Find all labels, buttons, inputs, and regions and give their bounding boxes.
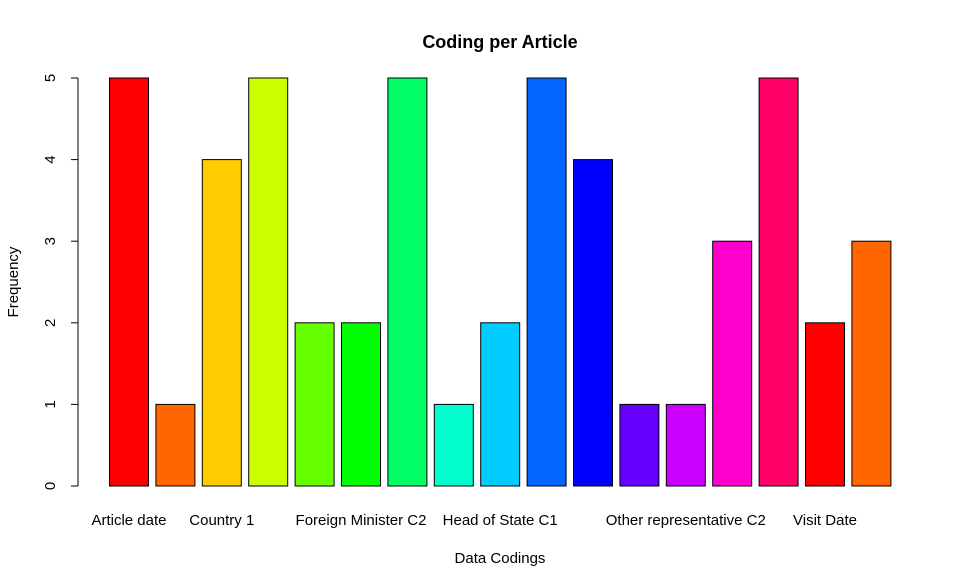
bar — [573, 159, 613, 487]
y-tick-label: 2 — [42, 319, 59, 327]
bar — [109, 77, 149, 487]
bar — [758, 77, 799, 487]
bar — [665, 403, 706, 487]
x-tick-label: Other representative C2 — [606, 512, 766, 529]
y-tick-label: 3 — [42, 237, 59, 245]
bar — [805, 322, 845, 487]
x-tick-label: Visit Date — [793, 512, 857, 529]
chart-title: Coding per Article — [422, 32, 577, 52]
y-tick-label: 4 — [42, 155, 59, 163]
y-tick-label: 5 — [42, 74, 59, 82]
bar — [526, 77, 567, 487]
bar — [480, 322, 521, 487]
bar — [712, 240, 753, 487]
bar — [433, 403, 474, 487]
x-tick-label: Country 1 — [189, 512, 254, 529]
bar — [294, 322, 335, 487]
bar — [341, 322, 381, 487]
bar — [155, 403, 196, 487]
y-axis-label: Frequency — [5, 246, 22, 317]
y-axis: 0 1 2 3 4 5 — [42, 74, 79, 490]
bar — [619, 403, 660, 487]
x-axis-label: Data Codings — [455, 550, 546, 567]
bar — [201, 159, 242, 487]
bar — [851, 240, 892, 487]
bar — [248, 77, 289, 487]
y-tick-label: 0 — [42, 482, 59, 490]
bars — [109, 77, 892, 487]
y-tick-label: 1 — [42, 400, 59, 408]
x-tick-label: Article date — [91, 512, 166, 529]
bar — [387, 77, 428, 487]
x-tick-labels: Article date Country 1 Foreign Minister C2… — [91, 512, 856, 529]
x-tick-label: Head of State C1 — [443, 512, 558, 529]
x-tick-label: Foreign Minister C2 — [296, 512, 427, 529]
